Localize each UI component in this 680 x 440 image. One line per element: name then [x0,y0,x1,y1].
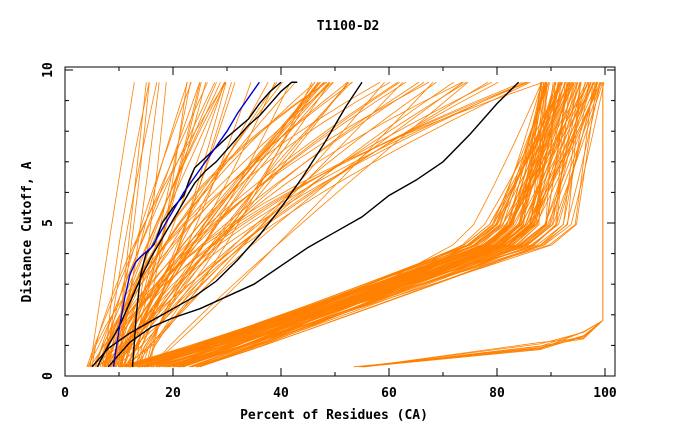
model-curve [127,81,467,367]
model-curve [119,81,430,367]
x-tick-label: 60 [381,386,397,401]
model-curve [123,81,529,367]
x-tick-label: 40 [273,386,289,401]
model-curve [114,82,316,368]
model-curve [109,81,381,367]
y-tick-label: 10 [41,62,56,78]
model-curve [119,81,526,367]
model-curve [130,81,330,367]
model-curve [97,81,492,367]
model-curve [137,82,581,368]
model-curve [129,82,574,368]
model-curve [106,82,158,367]
model-curve [133,82,560,368]
model-curve [197,82,601,368]
model-curve [120,82,560,368]
model-curve [95,82,216,367]
model-curve [180,82,591,368]
model-curve [118,81,353,367]
reference-model-curve [112,81,260,367]
model-curve [363,320,603,368]
model-curve [197,82,556,368]
y-tick-label: 0 [41,372,56,380]
model-curve [128,81,331,367]
model-curve [89,82,135,367]
model-curve [144,82,605,368]
model-curve [119,82,581,368]
highlighted-model-curve [96,81,298,368]
model-curve [173,82,598,368]
x-tick-label: 20 [165,386,181,401]
model-curve [183,82,566,368]
x-axis-label: Percent of Residues (CA) [240,408,428,423]
model-curve [94,82,221,367]
y-axis-ticks: 0 5 10 [41,62,615,380]
plot-area [64,66,616,377]
model-curve [192,82,597,368]
model-curve [146,81,454,367]
model-curve [123,81,324,367]
model-curve [114,82,160,367]
x-axis-ticks: 0 20 40 60 80 100 [61,67,617,401]
highlighted-model-curve [107,81,520,368]
model-curve [141,81,352,367]
highlighted-model-curve [131,81,282,367]
model-curve [121,81,544,367]
model-curve [150,81,469,368]
y-tick-label: 5 [41,219,56,227]
model-curve [120,81,523,367]
model-curve [126,82,543,368]
model-curve [139,82,601,368]
background-model-curves [86,81,605,368]
highlighted-model-curve [91,81,363,368]
model-curve [148,81,434,368]
model-curve [96,82,291,368]
model-curve [92,81,283,367]
model-curve [124,82,232,368]
x-tick-label: 0 [61,386,69,401]
model-curve [172,82,542,368]
model-curve [109,81,404,368]
model-curve [126,82,557,368]
model-curve [145,81,334,367]
model-curve [105,82,150,367]
model-curve [353,320,603,368]
model-curve [101,81,325,368]
model-curve [363,320,603,368]
highlighted-model-curves [91,81,520,368]
x-tick-label: 80 [489,386,505,401]
model-curve [195,82,562,368]
y-axis-label: Distance Cutoff, A [20,161,35,302]
model-curve [88,81,333,367]
model-curve [110,81,406,367]
x-tick-label: 100 [593,386,617,401]
reference-model-curve [112,81,260,367]
model-curve [86,82,208,367]
model-curve [101,81,348,367]
chart-title: T1100-D2 [317,19,380,34]
model-curve [87,82,201,368]
